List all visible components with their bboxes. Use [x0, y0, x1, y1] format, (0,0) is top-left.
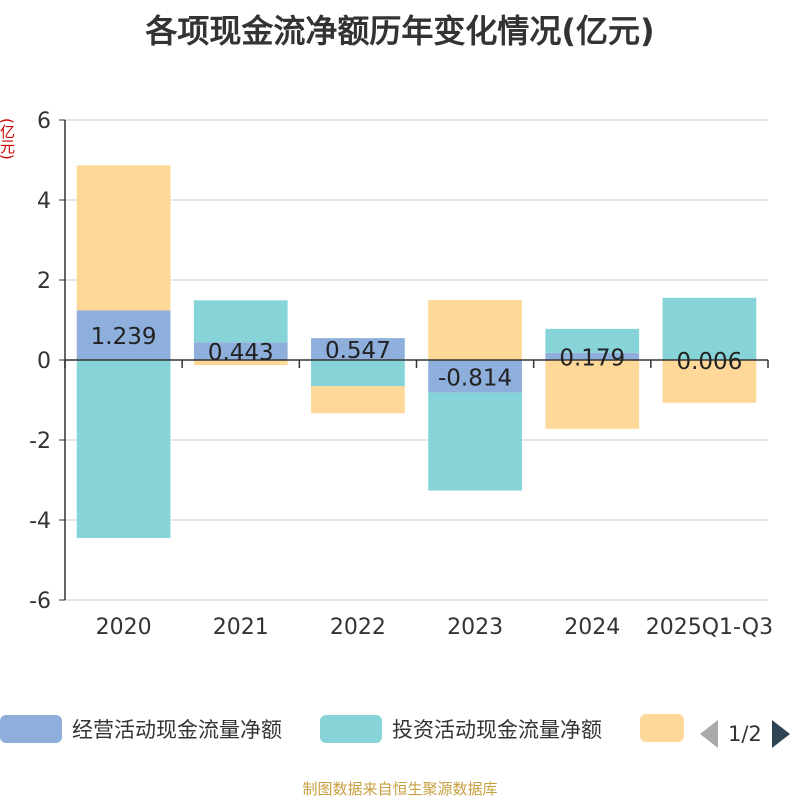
bar-series0-3 — [428, 360, 522, 393]
bar-series2-0 — [76, 165, 171, 311]
bar-series2-2 — [311, 386, 405, 414]
bar-series1-2 — [311, 360, 405, 386]
bar-series0-2 — [311, 338, 405, 360]
x-tick-label-0: 2020 — [96, 615, 152, 640]
legend-next-icon[interactable] — [771, 720, 790, 748]
x-tick-label-1: 2021 — [213, 615, 269, 640]
y-tick-label-4: -2 — [29, 429, 51, 454]
legend-item-operating[interactable]: 经营活动现金流量净额 — [0, 714, 282, 744]
legend-label-investing: 投资活动现金流量净额 — [392, 718, 602, 742]
y-tick-label-6: -6 — [29, 589, 51, 614]
legend-prev-icon[interactable] — [700, 720, 718, 748]
legend-item-financing[interactable] — [640, 714, 684, 742]
bar-series1-4 — [545, 328, 640, 353]
bar-series2-1 — [193, 360, 288, 366]
data-source-footer: 制图数据来自恒生聚源数据库 — [302, 780, 498, 798]
data-label-1: 0.443 — [208, 340, 274, 366]
x-tick-label-2: 2022 — [330, 615, 386, 640]
legend: 经营活动现金流量净额 投资活动现金流量净额 1/2 — [0, 714, 800, 754]
y-tick-label-0: 6 — [37, 109, 51, 134]
bar-series2-5 — [662, 360, 757, 403]
bar-series0-4 — [545, 352, 640, 360]
legend-pager: 1/2 — [700, 714, 790, 754]
bar-series2-3 — [428, 300, 522, 360]
chart-title: 各项现金流净额历年变化情况(亿元) — [145, 12, 655, 50]
bar-series1-1 — [193, 300, 288, 343]
legend-swatch-financing — [640, 714, 684, 742]
legend-item-investing[interactable]: 投资活动现金流量净额 — [320, 714, 602, 744]
bar-series2-4 — [545, 360, 640, 429]
bar-series0-0 — [76, 310, 171, 360]
bar-series0-1 — [193, 342, 288, 360]
legend-label-operating: 经营活动现金流量净额 — [72, 718, 282, 742]
y-tick-label-1: 4 — [37, 189, 51, 214]
bar-series1-0 — [76, 360, 171, 538]
y-tick-label-2: 2 — [37, 269, 51, 294]
legend-page-indicator: 1/2 — [728, 722, 762, 746]
legend-swatch-investing — [320, 715, 382, 743]
x-tick-label-5: 2025Q1-Q3 — [646, 615, 773, 640]
data-label-0: 1.239 — [91, 324, 157, 350]
legend-swatch-operating — [0, 715, 62, 743]
x-tick-label-3: 2023 — [447, 615, 503, 640]
y-tick-label-3: 0 — [37, 349, 51, 374]
y-tick-label-5: -4 — [29, 509, 51, 534]
x-tick-label-4: 2024 — [564, 615, 620, 640]
bar-series1-3 — [428, 392, 522, 491]
data-label-3: -0.814 — [438, 365, 512, 391]
data-label-2: 0.547 — [325, 338, 391, 364]
bar-series1-5 — [662, 297, 757, 360]
data-label-4: 0.179 — [559, 345, 625, 371]
stacked-bar-chart: 6 4 2 0 -2 -4 -6 1.239 0.443 0.547 -0.814 0.179 0.00… — [29, 109, 773, 640]
y-axis-unit: (亿元) — [0, 118, 16, 160]
data-label-5: 0.006 — [676, 349, 742, 375]
